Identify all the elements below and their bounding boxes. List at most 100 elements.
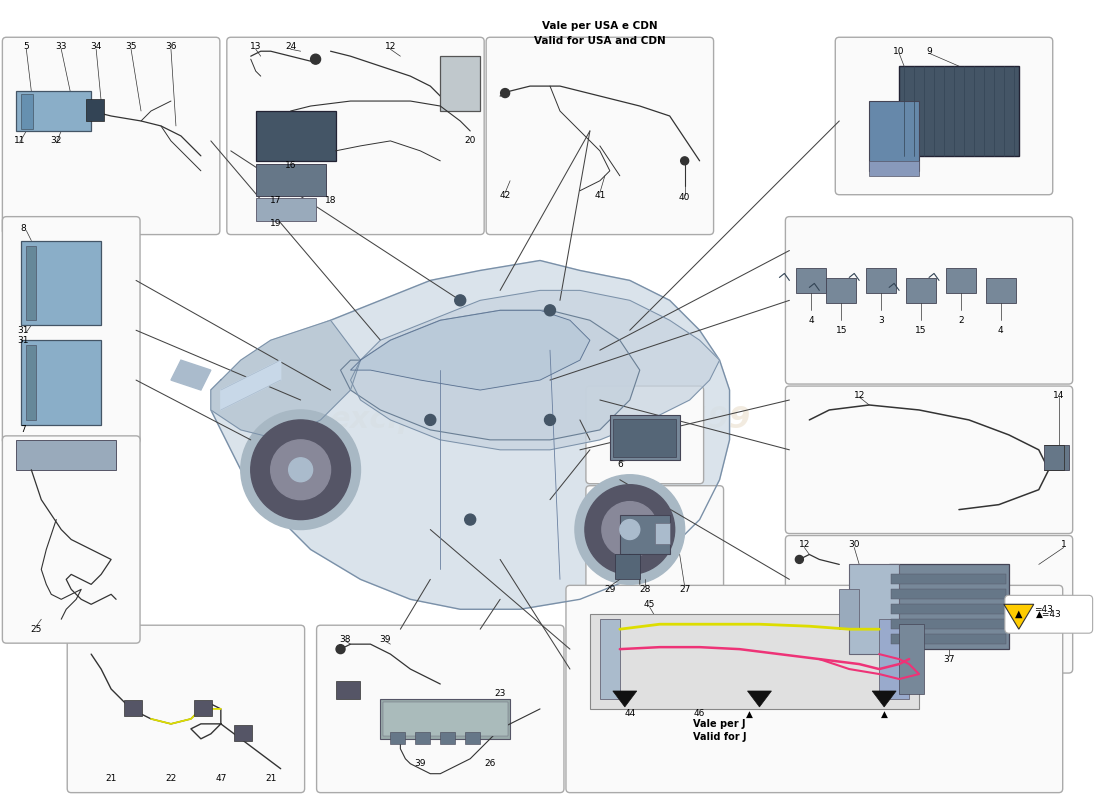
Text: 39: 39	[415, 759, 426, 768]
Bar	[255, 198, 316, 221]
Text: 25: 25	[31, 625, 42, 634]
FancyBboxPatch shape	[67, 626, 305, 793]
Text: 14: 14	[1053, 390, 1065, 399]
Text: 47: 47	[216, 774, 227, 783]
Circle shape	[251, 420, 351, 519]
FancyBboxPatch shape	[317, 626, 564, 793]
Bar	[891, 604, 1005, 614]
Text: 36: 36	[165, 42, 177, 50]
Text: 30: 30	[848, 540, 860, 549]
Text: ▲: ▲	[1015, 610, 1023, 619]
Circle shape	[795, 555, 803, 563]
Polygon shape	[351, 310, 590, 390]
Text: 38: 38	[340, 634, 351, 644]
Bar	[381, 699, 510, 739]
Polygon shape	[872, 691, 896, 707]
FancyBboxPatch shape	[1004, 595, 1092, 633]
Text: 32: 32	[51, 137, 62, 146]
Bar	[26, 345, 36, 420]
Text: 33: 33	[55, 42, 67, 50]
Circle shape	[454, 295, 465, 306]
Text: exclpassionforprice1499: exclpassionforprice1499	[329, 406, 750, 434]
Bar	[866, 269, 896, 294]
Text: 9: 9	[926, 46, 932, 56]
Text: 13: 13	[250, 42, 262, 50]
Bar	[440, 732, 455, 744]
Text: 23: 23	[494, 690, 506, 698]
Text: 2: 2	[958, 316, 964, 325]
Bar	[21, 340, 101, 425]
FancyBboxPatch shape	[2, 217, 140, 444]
Text: 12: 12	[854, 390, 865, 399]
Text: Vale per USA e CDN: Vale per USA e CDN	[542, 22, 658, 31]
Bar	[21, 94, 33, 129]
Text: Valid for J: Valid for J	[693, 732, 746, 742]
FancyBboxPatch shape	[227, 38, 484, 234]
Text: 5: 5	[23, 42, 30, 50]
Text: 11: 11	[13, 137, 25, 146]
Bar	[255, 111, 336, 161]
Text: 44: 44	[624, 710, 636, 718]
Text: 27: 27	[679, 585, 691, 594]
Bar	[889, 565, 1009, 649]
Bar	[619, 514, 670, 554]
FancyBboxPatch shape	[835, 38, 1053, 194]
Polygon shape	[1004, 604, 1034, 630]
Bar	[615, 554, 640, 579]
Circle shape	[681, 157, 689, 165]
Text: 20: 20	[464, 137, 476, 146]
Text: 21: 21	[265, 774, 276, 783]
Text: ▲: ▲	[746, 710, 752, 718]
Circle shape	[602, 502, 658, 558]
Text: Valid for USA and CDN: Valid for USA and CDN	[534, 36, 666, 46]
Text: 26: 26	[484, 759, 496, 768]
Circle shape	[544, 305, 556, 316]
Polygon shape	[221, 360, 280, 410]
Text: 24: 24	[285, 42, 296, 50]
Bar	[194, 700, 212, 716]
Circle shape	[575, 474, 684, 584]
Text: 1: 1	[1060, 540, 1067, 549]
Circle shape	[500, 89, 509, 98]
Polygon shape	[211, 320, 361, 440]
Text: 35: 35	[125, 42, 136, 50]
Bar	[465, 732, 481, 744]
Bar	[26, 246, 36, 320]
Circle shape	[271, 440, 331, 500]
FancyBboxPatch shape	[785, 386, 1072, 534]
Circle shape	[310, 54, 320, 64]
Text: ▲=43: ▲=43	[1036, 610, 1062, 618]
Bar	[899, 66, 1019, 156]
Circle shape	[336, 645, 345, 654]
Bar	[16, 440, 117, 470]
Text: 6: 6	[617, 460, 623, 470]
Text: 31: 31	[18, 326, 29, 334]
Bar	[590, 614, 920, 709]
Polygon shape	[351, 290, 719, 450]
Bar	[906, 278, 936, 303]
Text: 31: 31	[18, 336, 29, 345]
Text: Vale per J: Vale per J	[693, 719, 746, 729]
Bar	[255, 164, 326, 196]
Bar	[891, 574, 1005, 584]
Bar	[891, 634, 1005, 644]
Text: 21: 21	[106, 774, 117, 783]
Polygon shape	[613, 691, 637, 707]
Text: 12: 12	[385, 42, 396, 50]
Text: 41: 41	[594, 191, 606, 200]
Bar	[849, 565, 899, 654]
Text: 4: 4	[808, 316, 814, 325]
FancyBboxPatch shape	[785, 535, 1072, 673]
Bar	[609, 415, 680, 460]
Bar	[440, 56, 481, 111]
Bar	[891, 619, 1005, 630]
Circle shape	[288, 458, 312, 482]
FancyBboxPatch shape	[486, 38, 714, 234]
Text: 8: 8	[21, 224, 26, 233]
Text: 15: 15	[915, 326, 927, 334]
Text: 46: 46	[694, 710, 705, 718]
Text: 28: 28	[639, 585, 650, 594]
FancyBboxPatch shape	[2, 38, 220, 234]
Circle shape	[241, 410, 361, 530]
Bar	[826, 278, 856, 303]
